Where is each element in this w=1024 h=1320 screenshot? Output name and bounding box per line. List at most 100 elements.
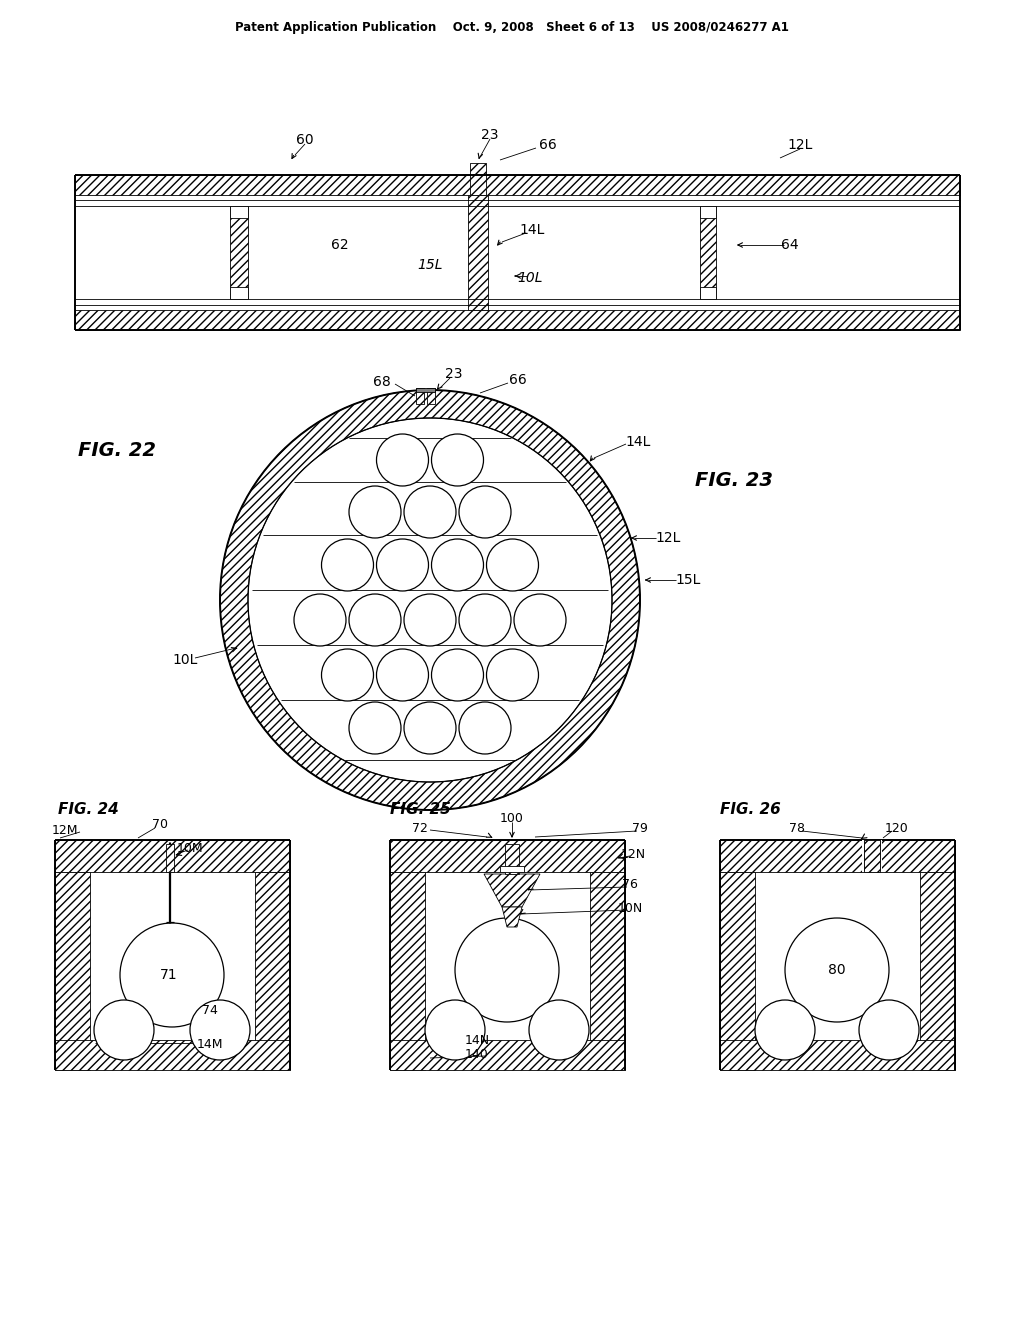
Circle shape	[220, 389, 640, 810]
Bar	[75, 176, 961, 195]
Text: 100: 100	[500, 812, 524, 825]
Bar	[720, 873, 755, 1071]
Circle shape	[431, 539, 483, 591]
Bar	[390, 1040, 625, 1071]
Circle shape	[859, 1001, 919, 1060]
Text: 68: 68	[373, 375, 391, 389]
Bar	[470, 162, 486, 195]
Text: 70: 70	[152, 818, 168, 832]
Circle shape	[404, 486, 456, 539]
Circle shape	[120, 923, 224, 1027]
Bar	[590, 873, 625, 1071]
Circle shape	[322, 539, 374, 591]
Polygon shape	[484, 874, 540, 907]
Bar	[862, 840, 882, 873]
Bar	[55, 1040, 290, 1071]
Bar	[505, 843, 519, 874]
Bar	[700, 286, 716, 300]
Circle shape	[431, 649, 483, 701]
Bar	[700, 206, 716, 218]
Text: FIG. 23: FIG. 23	[695, 470, 773, 490]
Circle shape	[455, 917, 559, 1022]
Circle shape	[349, 594, 401, 645]
Bar	[55, 840, 290, 873]
Text: FIG. 25: FIG. 25	[390, 803, 451, 817]
Circle shape	[349, 702, 401, 754]
Text: 79: 79	[632, 821, 648, 834]
Text: 10L: 10L	[517, 271, 543, 285]
Circle shape	[529, 1001, 589, 1060]
Text: 74: 74	[202, 1003, 218, 1016]
Text: 71: 71	[160, 968, 178, 982]
Circle shape	[322, 649, 374, 701]
Text: 140: 140	[465, 1048, 488, 1060]
Text: 14L: 14L	[626, 436, 650, 449]
Text: 10L: 10L	[172, 653, 198, 667]
Bar	[230, 206, 248, 218]
Bar	[55, 873, 90, 1071]
Text: 120: 120	[885, 821, 909, 834]
Bar	[864, 840, 880, 873]
Bar	[90, 873, 255, 1040]
Circle shape	[94, 1001, 154, 1060]
Circle shape	[190, 1001, 250, 1060]
Circle shape	[404, 702, 456, 754]
Text: 14M: 14M	[197, 1039, 223, 1052]
Circle shape	[459, 486, 511, 539]
Text: 66: 66	[539, 139, 557, 152]
Bar	[427, 388, 435, 404]
Text: 12L: 12L	[787, 139, 813, 152]
Text: 23: 23	[445, 367, 463, 381]
Text: 23: 23	[481, 128, 499, 143]
Text: 76: 76	[622, 879, 638, 891]
Bar	[920, 873, 955, 1071]
Polygon shape	[502, 907, 522, 927]
Circle shape	[248, 418, 612, 781]
Bar	[720, 840, 955, 873]
Bar	[416, 388, 435, 392]
Bar	[500, 866, 524, 873]
Bar	[468, 195, 488, 310]
Bar	[720, 1040, 955, 1071]
Circle shape	[486, 539, 539, 591]
Text: 78: 78	[790, 821, 805, 834]
Text: 10M: 10M	[177, 842, 204, 854]
Text: 62: 62	[331, 238, 349, 252]
Circle shape	[459, 594, 511, 645]
Circle shape	[785, 917, 889, 1022]
Circle shape	[349, 486, 401, 539]
Circle shape	[377, 539, 428, 591]
Text: 64: 64	[781, 238, 799, 252]
Text: 12M: 12M	[52, 824, 79, 837]
Circle shape	[377, 434, 428, 486]
Bar	[230, 286, 248, 300]
Text: 72: 72	[412, 821, 428, 834]
Text: FIG. 24: FIG. 24	[58, 803, 119, 817]
Text: 60: 60	[296, 133, 313, 147]
Bar	[255, 873, 290, 1071]
Text: 14N: 14N	[465, 1034, 489, 1047]
Bar	[416, 388, 424, 404]
Bar	[75, 310, 961, 330]
Circle shape	[431, 434, 483, 486]
Text: 15L: 15L	[417, 257, 442, 272]
Text: 66: 66	[509, 374, 527, 387]
Bar	[390, 873, 425, 1071]
Bar	[166, 843, 174, 873]
Text: Patent Application Publication    Oct. 9, 2008   Sheet 6 of 13    US 2008/024627: Patent Application Publication Oct. 9, 2…	[236, 21, 788, 33]
Circle shape	[404, 594, 456, 645]
Bar	[700, 206, 716, 300]
Text: 12N: 12N	[621, 847, 645, 861]
Circle shape	[459, 702, 511, 754]
Text: 14L: 14L	[519, 223, 545, 238]
Circle shape	[377, 649, 428, 701]
Circle shape	[294, 594, 346, 645]
Circle shape	[425, 1001, 485, 1060]
Circle shape	[486, 649, 539, 701]
Bar	[390, 840, 625, 873]
Text: 80: 80	[828, 964, 846, 977]
Text: FIG. 22: FIG. 22	[78, 441, 156, 459]
Text: 10N: 10N	[617, 902, 643, 915]
Text: 15L: 15L	[675, 573, 700, 587]
Text: FIG. 26: FIG. 26	[720, 803, 780, 817]
